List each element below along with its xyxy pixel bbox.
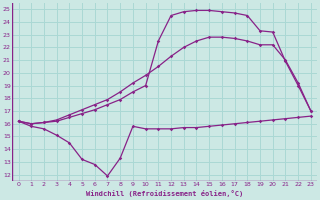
X-axis label: Windchill (Refroidissement éolien,°C): Windchill (Refroidissement éolien,°C) [86,190,243,197]
